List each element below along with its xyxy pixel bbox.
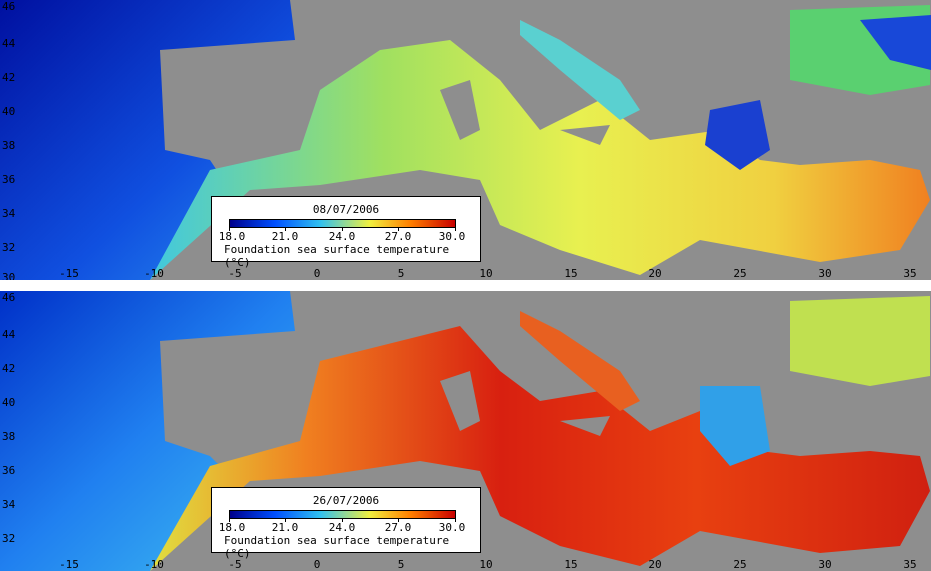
sst-map-1 [0,0,931,280]
colorbar-tick-label: 24.0 [328,230,356,243]
colorbar-tick-label: 21.0 [271,230,299,243]
lon-label: 10 [479,267,493,280]
lat-label: 40 [2,105,16,118]
lat-label: 32 [2,532,16,545]
legend-box: 08/07/2006 18.0 21.0 24.0 27.0 30.0 Foun… [211,196,481,269]
lon-label: 35 [903,267,917,280]
black-sea-east [860,15,931,70]
colorbar [229,510,456,519]
colorbar-tick-label: 18.0 [218,230,246,243]
adriatic-sea [520,20,640,120]
lon-label: 25 [733,267,747,280]
black-sea [790,296,930,386]
lat-label: 30 [2,271,16,280]
lon-label: -10 [144,558,164,571]
colorbar-tick [398,519,399,522]
lon-label: -15 [59,267,79,280]
lat-label: 38 [2,139,16,152]
colorbar-tick [285,519,286,522]
colorbar-tick-label: 30.0 [438,521,466,534]
lat-label: 34 [2,498,16,511]
aegean-sea [705,100,770,170]
lon-label: 20 [648,267,662,280]
adriatic-sea [520,311,640,411]
lat-label: 42 [2,71,16,84]
lon-label: 20 [648,558,662,571]
sicily [560,125,610,145]
lon-label: -5 [228,558,242,571]
colorbar [229,219,456,228]
lon-label: 0 [313,267,321,280]
lon-label: 15 [564,558,578,571]
colorbar-tick [229,228,230,231]
colorbar-tick-label: 27.0 [384,521,412,534]
legend-box: 26/07/2006 18.0 21.0 24.0 27.0 30.0 Foun… [211,487,481,560]
lat-label: 44 [2,37,16,50]
lat-label: 36 [2,173,16,186]
colorbar-tick [229,519,230,522]
lon-label: 5 [397,267,405,280]
colorbar-tick-label: 18.0 [218,521,246,534]
lat-label: 46 [2,291,16,304]
lon-label: -10 [144,267,164,280]
colorbar-title: Foundation sea surface temperature (°C) [224,534,450,560]
lon-label: 30 [818,558,832,571]
lat-label: 36 [2,464,16,477]
atlantic-ocean [0,291,295,571]
lon-label: -15 [59,558,79,571]
lon-label: 35 [903,558,917,571]
lon-label: 0 [313,558,321,571]
lon-label: 25 [733,558,747,571]
aegean-sea [700,386,770,466]
lat-label: 34 [2,207,16,220]
colorbar-tick [455,228,456,231]
date-label: 08/07/2006 [312,203,380,216]
mediterranean-sea [150,326,930,571]
date-label: 26/07/2006 [312,494,380,507]
corsica-sardinia [440,371,480,431]
atlantic-ocean [0,0,295,280]
colorbar-tick-label: 24.0 [328,521,356,534]
colorbar-tick [342,519,343,522]
lat-label: 32 [2,241,16,254]
lat-label: 42 [2,362,16,375]
sicily [560,416,610,436]
sst-map-panel-2: 46 44 42 40 38 36 34 32 -15 -10 -5 0 5 1… [0,291,931,571]
lon-label: 10 [479,558,493,571]
lat-label: 38 [2,430,16,443]
mediterranean-sea [150,40,930,280]
colorbar-title: Foundation sea surface temperature (°C) [224,243,450,269]
colorbar-tick-label: 27.0 [384,230,412,243]
sst-map-panel-1: 46 44 42 40 38 36 34 32 30 -15 -10 -5 0 … [0,0,931,280]
colorbar-tick [398,228,399,231]
colorbar-tick [455,519,456,522]
lat-label: 40 [2,396,16,409]
lon-label: 15 [564,267,578,280]
lat-label: 46 [2,0,16,13]
lon-label: -5 [228,267,242,280]
lon-label: 5 [397,558,405,571]
lat-label: 44 [2,328,16,341]
colorbar-tick [285,228,286,231]
colorbar-tick-label: 21.0 [271,521,299,534]
corsica-sardinia [440,80,480,140]
colorbar-tick [342,228,343,231]
lon-label: 30 [818,267,832,280]
colorbar-tick-label: 30.0 [438,230,466,243]
